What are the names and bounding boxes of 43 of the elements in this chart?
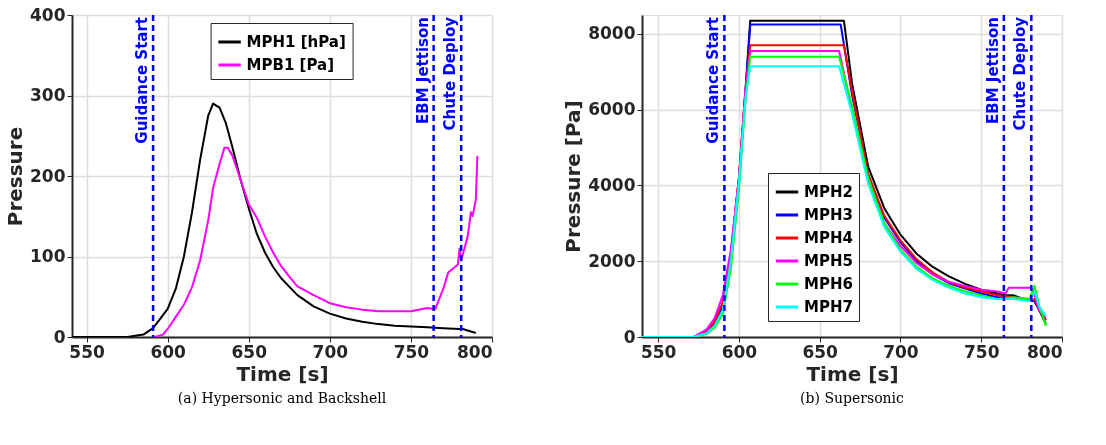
- ref-line-label: Guidance Start: [704, 17, 723, 144]
- x-tick-label: 650: [802, 341, 839, 362]
- x-tick-label: 550: [69, 341, 105, 362]
- legend-label: MPH1 [hPa]: [246, 33, 346, 51]
- y-tick-label: 4000: [588, 174, 636, 195]
- y-axis-title: Pressure [Pa]: [561, 100, 586, 253]
- y-tick-label: 0: [53, 326, 66, 347]
- x-tick-label: 750: [963, 341, 1000, 362]
- x-axis-title: Time [s]: [236, 361, 329, 386]
- y-tick-label: 2000: [588, 250, 636, 271]
- ref-line-label: Chute Deploy: [1011, 16, 1030, 131]
- ref-line-label: EBM Jettison: [983, 17, 1002, 124]
- x-axis-title: Time [s]: [806, 361, 899, 386]
- x-tick-label: 800: [457, 341, 493, 362]
- y-tick-label: 200: [30, 165, 66, 186]
- y-tick-label: 300: [30, 85, 66, 105]
- x-tick-label: 550: [640, 341, 677, 362]
- legend-label: MPB1 [Pa]: [246, 56, 335, 74]
- ref-line-label: Guidance Start: [133, 17, 152, 144]
- text: (a) Hypersonic and Backshell: [177, 390, 387, 406]
- y-tick-label: 0: [623, 326, 636, 347]
- y-axis-title: Pressure: [3, 126, 28, 227]
- legend-label: MPH2: [804, 183, 853, 201]
- y-tick-label: 8000: [588, 23, 636, 44]
- x-tick-label: 600: [150, 341, 187, 362]
- ref-line-label: Chute Deploy: [441, 16, 460, 131]
- line-series: [153, 146, 479, 337]
- x-tick-label: 700: [883, 341, 919, 362]
- y-tick-label: 400: [30, 4, 66, 25]
- legend-label: MPH3: [804, 206, 853, 224]
- ref-line-label: EBM Jettison: [413, 17, 432, 124]
- x-tick-label: 750: [393, 341, 430, 362]
- x-tick-label: 800: [1027, 341, 1063, 362]
- text: (b) Supersonic: [800, 390, 905, 406]
- y-tick-label: 6000: [588, 99, 636, 120]
- legend-label: MPH6: [804, 275, 853, 293]
- legend-label: MPH5: [804, 252, 853, 270]
- legend-label: MPH7: [804, 298, 853, 316]
- y-tick-label: 100: [30, 246, 66, 266]
- legend-label: MPH4: [804, 229, 853, 247]
- x-tick-label: 700: [312, 341, 349, 362]
- x-tick-label: 650: [231, 341, 268, 362]
- x-tick-label: 600: [721, 341, 758, 362]
